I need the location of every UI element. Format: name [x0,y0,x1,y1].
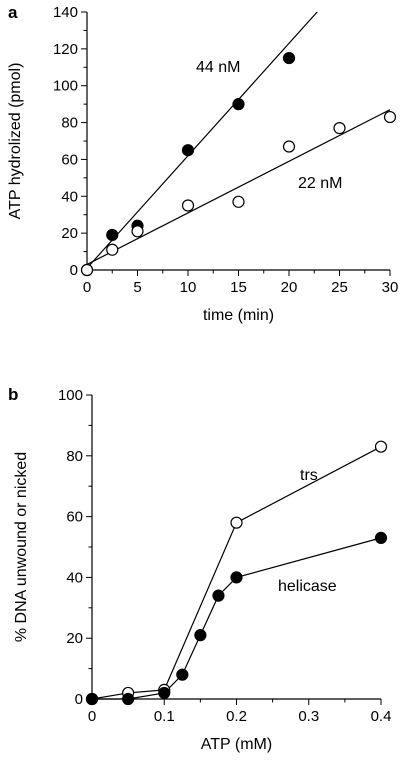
panel-a-x-tick-label: 25 [331,279,348,296]
panel-a-y-axis-label: ATP hydrolized (pmol) [7,63,24,220]
panel-b-series-helicase-point [85,692,99,706]
panel-a-y-tick-label: 120 [53,41,78,58]
panel-b-x-tick-label: 0.3 [298,708,319,725]
panel-b-series-helicase-point [158,686,171,700]
panel-a-series-22-nm-point [131,225,144,238]
panel-a-x-tick-label: 0 [83,279,91,296]
panel-b-series-trs-point [230,516,243,529]
panel-a-y-tick-label: 100 [53,78,78,95]
panel-b-y-tick-label: 60 [66,509,83,526]
panel-a-series-22-nm-point [383,110,397,124]
panel-b-series-helicase-point [176,668,189,681]
panel-b-series-trs-point [374,440,388,453]
panel-a-series-22-nm-point [181,199,195,212]
panel-a-x-tick-label: 10 [180,279,197,296]
panel-a-series-22-nm-point [333,122,346,135]
panel-b-series-helicase-point [194,629,207,642]
panel-a-series-44-nm-point [106,228,119,242]
panel-b-series-helicase-point [212,589,225,602]
panel-b-series-helicase-point [122,692,135,706]
panel-b-series-helicase-line [92,537,382,700]
panel-a-series-22-nm-point [282,140,296,153]
panel-a-series-44-nm-point [232,98,245,111]
panel-b-series-helicase-point [374,531,388,544]
panel-a-series-label: 22 nM [298,175,342,192]
panel-b-x-tick-label: 0 [88,708,96,725]
panel-a-y-tick-label: 20 [61,225,78,242]
panel-b-y-tick-label: 0 [75,691,83,708]
panel-a-y-tick-label: 140 [53,4,78,21]
panel-label-a: a [8,3,18,22]
chart-b: 0 0.1 0.2 0.3 0.4 0 20 40 60 80 100 ATP (mM) % DNA u… [13,387,391,753]
panel-a-y-tick-label: 0 [70,262,78,279]
panel-b-x-axis-label: ATP (mM) [201,736,272,753]
panel-a-series-22-nm-point [232,195,245,208]
panel-b-series-label: helicase [278,578,337,595]
panel-b-y-tick-label: 100 [58,387,83,404]
panel-a-x-tick-label: 15 [230,279,247,296]
chart-a: 0 5 10 15 20 25 30 0 20 40 60 80 100 120 140 time (min)… [7,4,399,324]
panel-a-x-axis-label: time (min) [203,307,274,324]
panel-a-x-tick-label: 5 [133,279,141,296]
panel-b-x-tick-label: 0.2 [226,708,247,725]
panel-b-x-tick-label: 0.4 [371,708,392,725]
panel-b-y-axis-label: % DNA unwound or nicked [13,452,30,642]
panel-a-y-tick-label: 60 [61,151,78,168]
panel-b-series-helicase-point [230,571,243,584]
panel-a-y-tick-label: 40 [61,188,78,205]
panel-a-series-44-nm-point [181,144,195,157]
panel-b-y-tick-label: 40 [66,569,83,586]
panel-a-series-label: 44 nM [196,59,240,76]
panel-b-series-label: trs [300,467,318,484]
panel-a-series-22-nm-fit-line [87,109,390,266]
panel-b-x-tick-label: 0.1 [154,708,175,725]
panel-b-y-tick-label: 20 [66,630,83,647]
panel-b-y-tick-label: 80 [66,448,83,465]
panel-a-series-22-nm-point [80,263,94,277]
panel-a-series-22-nm-point [106,243,119,256]
panel-a-series-44-nm-point [282,51,296,65]
panel-a-x-tick-label: 20 [281,279,298,296]
panel-a-y-tick-label: 80 [61,115,78,132]
panel-label-b: b [8,385,18,404]
panel-a-x-tick-label: 30 [382,279,399,296]
